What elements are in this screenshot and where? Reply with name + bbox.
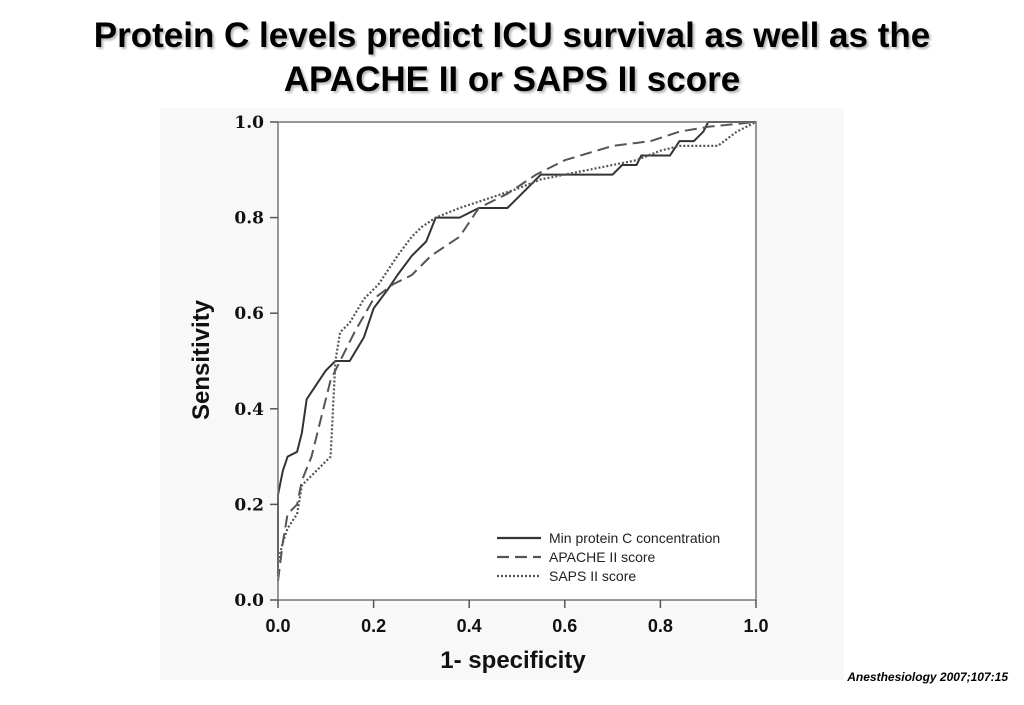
x-tick-label: 0.6 [552,616,577,636]
series-line-3 [276,121,757,563]
x-tick-label: 0.0 [265,616,290,636]
legend: Min protein C concentration APACHE II sco… [497,530,720,584]
x-tick-label: 0.4 [457,616,482,636]
series-line-2 [277,121,757,582]
y-axis-title: Sensitivity [188,299,215,420]
legend-label-1: Min protein C concentration [549,530,720,546]
x-tick-label: 0.2 [361,616,386,636]
y-tick-label: 0.4 [234,400,264,420]
x-tick-label: 0.8 [648,616,673,636]
citation: Anesthesiology 2007;107:15 [847,670,1008,684]
y-tick-label: 0.0 [234,591,264,611]
title-line-2: APACHE II or SAPS II score [283,60,741,99]
x-tick-label: 1.0 [743,616,768,636]
y-tick-label: 1.0 [234,113,264,133]
series-line-1 [277,121,756,577]
y-tick-label: 0.2 [234,495,264,515]
y-tick-label: 0.8 [234,209,264,229]
y-tick-label: 0.6 [234,304,264,324]
slide-title: Protein C levels predict ICU survival as… [0,14,1024,102]
series-layer [276,121,757,582]
title-line-1: Protein C levels predict ICU survival as… [93,16,931,55]
plot-frame [277,121,757,601]
axes-layer [277,121,757,601]
legend-label-2: APACHE II score [549,549,656,565]
x-axis-title: 1- specificity [440,647,586,674]
legend-label-3: SAPS II score [549,568,636,584]
plot-area [278,122,756,600]
ticks-layer: 0.0 0.2 0.4 0.6 0.8 1.0 0.0 0.2 0.4 0.6 0.8 1.0 [234,113,768,636]
